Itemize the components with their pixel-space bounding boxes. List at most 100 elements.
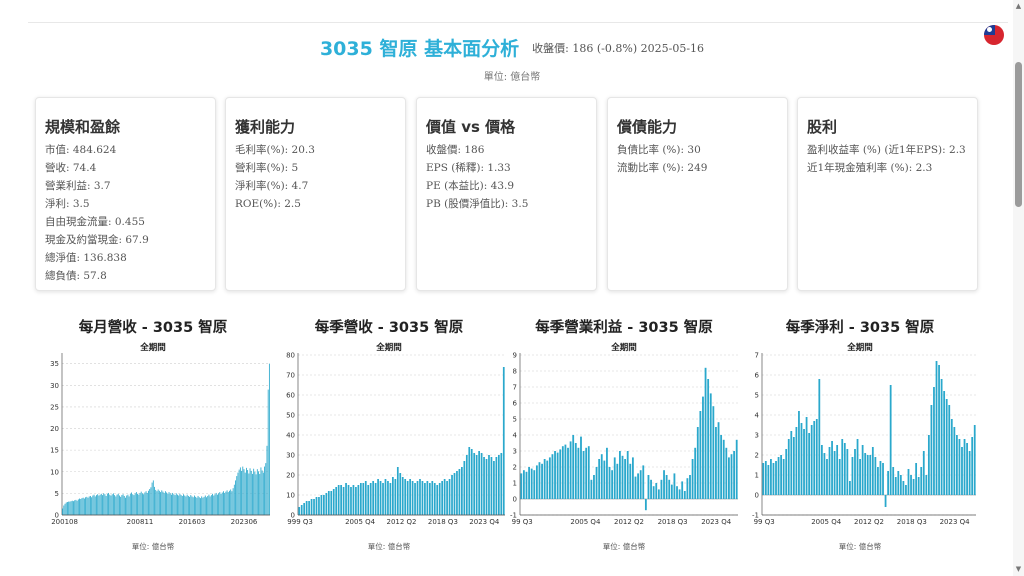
bar bbox=[461, 467, 463, 515]
bar bbox=[79, 498, 80, 515]
bar bbox=[668, 479, 671, 499]
y-tick-label: 50 bbox=[286, 412, 295, 420]
bar bbox=[359, 483, 362, 515]
bar bbox=[382, 483, 384, 515]
scroll-down-arrow-icon[interactable]: ▼ bbox=[1015, 565, 1022, 573]
y-tick-label: 6 bbox=[755, 372, 760, 380]
quarterly-revenue-chart[interactable]: 0 10 20 30 40 50 60 70 80 999 Q3 2005 Q4 2012 Q2 201… bbox=[280, 350, 510, 530]
card-row: 淨利率(%): 4.7 bbox=[235, 180, 309, 192]
bar bbox=[154, 486, 155, 515]
bar bbox=[116, 494, 118, 515]
chart-title-monthly-revenue: 每月營收 - 3035 智原 bbox=[78, 320, 228, 336]
chart-title-quarterly-operating-income: 每季營業利益 - 3035 智原 bbox=[535, 320, 713, 336]
bar bbox=[849, 481, 851, 495]
chart-unit: 單位: 億台幣 bbox=[838, 542, 882, 551]
y-tick-label: 2 bbox=[755, 452, 759, 460]
card-row: EPS (稀釋): 1.33 bbox=[426, 162, 511, 174]
bar bbox=[608, 467, 611, 499]
bar bbox=[70, 501, 72, 515]
chart-unit: 單位: 億台幣 bbox=[602, 542, 646, 551]
card-title: 獲利能力 bbox=[235, 118, 296, 136]
bar bbox=[132, 494, 134, 515]
card-row: 自由現金流量: 0.455 bbox=[45, 216, 145, 228]
bar bbox=[262, 472, 264, 515]
bar bbox=[551, 454, 554, 499]
bar bbox=[93, 494, 95, 515]
quarterly-net-income-chart[interactable]: -1 0 1 2 3 4 5 6 7 99 Q3 2005 Q4 2012 Q2 2018 Q3 2023… bbox=[748, 350, 983, 530]
scrollbar-track[interactable] bbox=[1013, 0, 1024, 576]
bar bbox=[167, 493, 169, 515]
card-row: 總淨值: 136.838 bbox=[45, 252, 127, 264]
bar bbox=[480, 453, 483, 515]
bar bbox=[541, 463, 543, 499]
y-tick-label: 0 bbox=[55, 512, 59, 520]
bar bbox=[730, 454, 733, 499]
taiwan-flag-icon[interactable] bbox=[984, 25, 1004, 45]
y-tick-label: 60 bbox=[286, 392, 295, 400]
chart-subtitle: 全期間 bbox=[376, 343, 402, 353]
bar bbox=[225, 491, 227, 515]
bar bbox=[65, 502, 67, 515]
bar bbox=[683, 491, 686, 499]
bar bbox=[792, 437, 795, 495]
bar bbox=[120, 496, 122, 515]
bar bbox=[85, 497, 87, 515]
quarterly-operating-income-chart[interactable]: -1 0 1 2 3 4 5 6 7 8 9 99 Q3 2005 Q4 2012 Q2 2018 Q3 20… bbox=[510, 350, 745, 530]
bar bbox=[577, 447, 580, 499]
card-profitability: 獲利能力 毛利率(%): 20.3 營利率(%): 5 淨利率(%): 4.7 … bbox=[225, 97, 406, 291]
bar bbox=[125, 497, 126, 515]
bar bbox=[595, 467, 598, 499]
bar bbox=[953, 427, 956, 495]
bar bbox=[256, 469, 258, 515]
scroll-up-arrow-icon[interactable]: ▲ bbox=[1015, 2, 1022, 10]
card-row: PE (本益比): 43.9 bbox=[426, 180, 515, 192]
bar bbox=[330, 491, 333, 515]
x-tick-label: 2018 Q3 bbox=[897, 518, 927, 526]
bar bbox=[221, 492, 223, 515]
bar bbox=[364, 481, 367, 515]
bar bbox=[948, 405, 951, 495]
card-row: 營利率(%): 5 bbox=[235, 162, 299, 174]
bar bbox=[559, 449, 562, 499]
bar bbox=[725, 447, 728, 499]
bar bbox=[483, 457, 485, 515]
bar bbox=[237, 472, 239, 515]
bar bbox=[97, 494, 99, 515]
bar bbox=[178, 495, 180, 515]
bar bbox=[841, 439, 844, 495]
monthly-revenue-chart[interactable]: 0 5 10 15 20 25 30 35 200108 200811 201603 202306 bbox=[30, 350, 275, 530]
bar bbox=[426, 481, 429, 515]
bar bbox=[859, 459, 861, 495]
x-tick-label: 2018 Q3 bbox=[428, 518, 458, 526]
bar bbox=[249, 468, 251, 515]
y-tick-label: 10 bbox=[286, 492, 295, 500]
bar bbox=[83, 498, 85, 515]
bar bbox=[866, 455, 869, 495]
y-tick-label: 70 bbox=[286, 372, 295, 380]
bar bbox=[122, 494, 124, 515]
bar bbox=[915, 463, 918, 495]
bar bbox=[67, 502, 68, 515]
bar bbox=[340, 485, 342, 515]
bar bbox=[889, 385, 892, 495]
bar bbox=[803, 429, 805, 495]
bar bbox=[320, 495, 323, 515]
y-tick-label: -1 bbox=[510, 512, 517, 520]
x-tick-label: 201603 bbox=[179, 518, 206, 526]
bar bbox=[621, 455, 624, 499]
bar bbox=[458, 469, 461, 515]
bar bbox=[590, 479, 593, 499]
y-tick-label: 7 bbox=[513, 384, 517, 392]
bar bbox=[409, 479, 411, 515]
bar bbox=[564, 444, 567, 499]
bar bbox=[772, 463, 775, 495]
card-dividend: 股利 盈利收益率 (%) (近1年EPS): 2.3 近1年現金殖利率 (%):… bbox=[797, 97, 978, 291]
x-tick-label: 2012 Q2 bbox=[386, 518, 416, 526]
x-tick-label: 200811 bbox=[127, 518, 154, 526]
bar bbox=[129, 493, 131, 515]
bar bbox=[384, 479, 387, 515]
scrollbar-thumb[interactable] bbox=[1015, 62, 1022, 207]
bar bbox=[200, 498, 201, 515]
bar bbox=[166, 492, 168, 515]
bar bbox=[676, 486, 678, 499]
